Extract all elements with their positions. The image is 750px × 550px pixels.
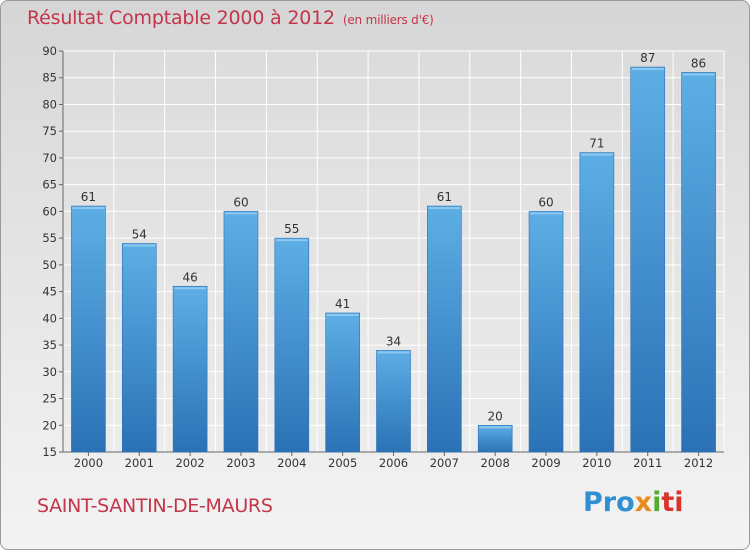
y-tick-label: 40 [42, 311, 57, 325]
x-tick-label: 2002 [175, 456, 204, 470]
bar-2005 [325, 312, 360, 453]
bar-2004 [274, 237, 310, 453]
data-label: 55 [284, 222, 299, 236]
data-label: 86 [691, 56, 706, 70]
data-label: 41 [335, 297, 350, 311]
y-tick-label: 35 [42, 338, 57, 352]
y-tick-label: 30 [42, 365, 57, 379]
bars [71, 66, 716, 453]
commune-name: SAINT-SANTIN-DE-MAURS [37, 495, 273, 517]
x-tick-label: 2012 [684, 456, 713, 470]
bar-highlight [682, 73, 715, 76]
data-label: 34 [386, 334, 401, 348]
bar-2003 [223, 211, 259, 453]
bar-highlight [428, 207, 461, 210]
data-label: 61 [437, 190, 452, 204]
y-tick-label: 25 [42, 392, 57, 406]
chart-title: Résultat Comptable 2000 à 2012 (en millie… [27, 7, 434, 33]
y-tick-label: 50 [42, 258, 57, 272]
logo-part-1: Pro [583, 487, 635, 518]
data-label: 61 [81, 190, 96, 204]
x-tick-label: 2007 [430, 456, 459, 470]
data-label: 20 [488, 409, 503, 423]
data-label: 87 [640, 51, 655, 65]
y-tick-label: 75 [42, 124, 57, 138]
bar-highlight [326, 313, 359, 316]
bar-highlight [580, 153, 613, 156]
bar-2012 [681, 72, 716, 453]
y-tick-label: 85 [42, 71, 57, 85]
chart-subtitle: (en milliers d'€) [342, 13, 434, 27]
y-tick-label: 45 [42, 285, 57, 299]
bar-2010 [579, 152, 615, 453]
bar-2002 [172, 285, 208, 453]
bar-highlight [530, 212, 563, 215]
bar-2009 [528, 211, 564, 453]
x-tick-label: 2003 [226, 456, 255, 470]
x-tick-label: 2000 [74, 456, 103, 470]
bar-2001 [121, 243, 157, 453]
data-label: 71 [589, 137, 604, 151]
bar-2007 [427, 205, 462, 453]
proxiti-logo: Proxiti [583, 487, 684, 518]
bar-highlight [275, 239, 308, 242]
labels: 15 20 25 30 35 40 45 50 55 60 65 70 75 80 85 90 61 2000 54… [42, 44, 713, 470]
logo-part-2: x [634, 487, 653, 518]
y-tick-label: 55 [42, 231, 57, 245]
bar-2006 [376, 350, 411, 453]
y-tick-label: 60 [42, 204, 57, 218]
bar-2000 [71, 205, 106, 453]
bar-highlight [72, 207, 105, 210]
data-label: 60 [538, 195, 553, 209]
bar-highlight [631, 68, 664, 71]
x-tick-label: 2009 [531, 456, 560, 470]
bar-highlight [123, 244, 156, 247]
data-label: 60 [233, 195, 248, 209]
chart-title-text: Résultat Comptable 2000 à 2012 [27, 7, 335, 29]
logo-part-4: ti [661, 487, 684, 518]
logo-part-3: i [652, 487, 662, 518]
data-label: 54 [132, 227, 147, 241]
y-tick-label: 90 [42, 44, 57, 58]
bar-highlight [479, 426, 512, 429]
x-tick-label: 2004 [277, 456, 306, 470]
x-tick-label: 2010 [582, 456, 611, 470]
x-tick-label: 2006 [379, 456, 408, 470]
x-tick-label: 2008 [481, 456, 510, 470]
bar-highlight [224, 212, 257, 215]
y-tick-label: 65 [42, 178, 57, 192]
bar-highlight [174, 287, 207, 290]
x-tick-label: 2005 [328, 456, 357, 470]
y-tick-label: 80 [42, 97, 57, 111]
data-label: 46 [182, 270, 197, 284]
x-tick-label: 2011 [633, 456, 662, 470]
bar-highlight [377, 351, 410, 354]
y-tick-label: 20 [42, 418, 57, 432]
y-tick-label: 15 [42, 445, 57, 459]
x-tick-label: 2001 [125, 456, 154, 470]
y-tick-label: 70 [42, 151, 57, 165]
bar-2008 [477, 424, 513, 453]
bar-2011 [630, 66, 666, 453]
